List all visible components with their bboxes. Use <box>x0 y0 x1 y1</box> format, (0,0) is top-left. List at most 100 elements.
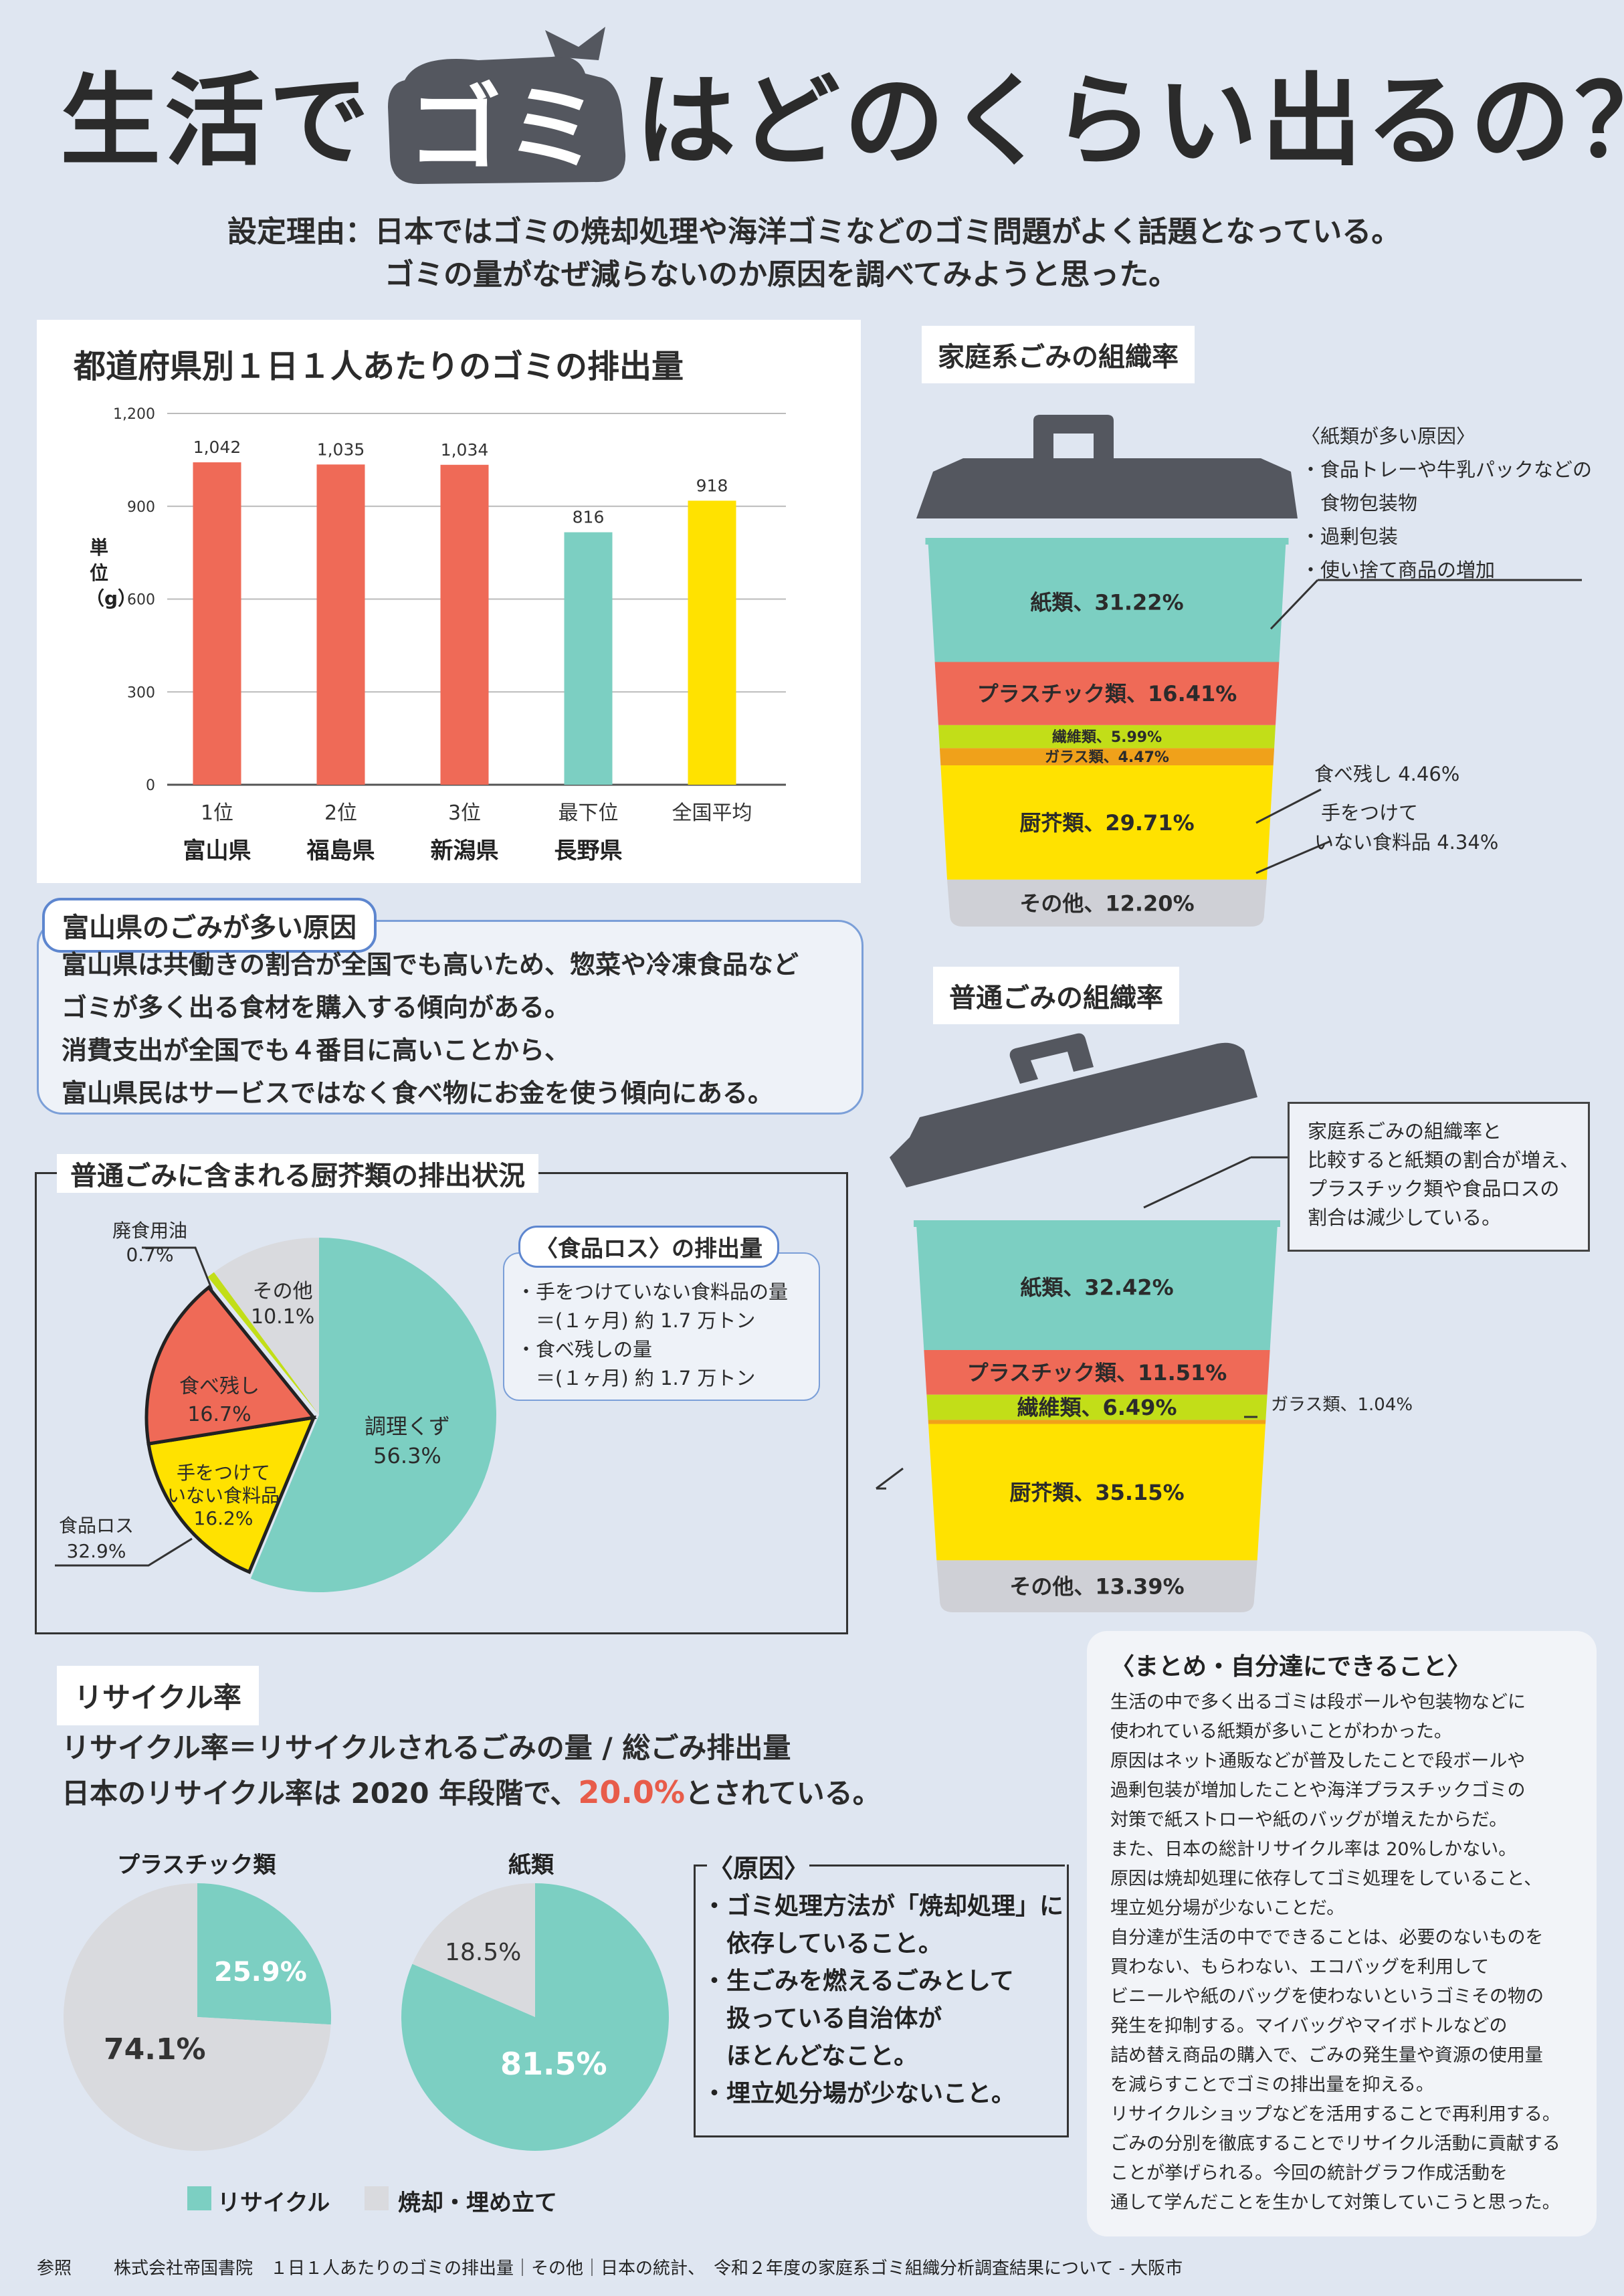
summary-line: 自分達が生活の中でできることは、必要のないものを <box>1110 1927 1544 1948</box>
household-lid-icon <box>916 458 1298 518</box>
household-untouched-line1: 手をつけて <box>1321 801 1419 824</box>
summary-line: 原因は焼却処理に依存してゴミ処理をしていること、 <box>1110 1869 1542 1889</box>
stack-segment-label: 厨芥類、29.71% <box>1019 810 1194 836</box>
ordinary-glass-label: ガラス類、1.04% <box>1271 1395 1413 1415</box>
household-leftover: 食べ残し 4.46% <box>1314 763 1460 785</box>
pie-label-other-name: その他 <box>252 1280 313 1303</box>
cause-line: 依存していること。 <box>702 1930 942 1957</box>
stack-segment <box>934 662 1280 725</box>
stack-segment-label: 紙類、32.42% <box>1020 1275 1173 1301</box>
summary-line: を減らすことでゴミの排出量を抑える。 <box>1110 2075 1434 2095</box>
ordinary-note-line: プラスチック類や食品ロスの <box>1308 1177 1560 1200</box>
toyama-line: 富山県は共働きの割合が全国でも高いため、惣菜や冷凍食品など <box>62 950 799 979</box>
toyama-text: 富山県は共働きの割合が全国でも高いため、惣菜や冷凍食品など ゴミが多く出る食材を… <box>62 943 799 1115</box>
pie-label-leftover: 食べ残し 16.7% <box>179 1373 260 1429</box>
summary-line: 生活の中で多く出るゴミは段ボールや包装物などに <box>1110 1692 1526 1713</box>
stack-segment <box>924 1350 1270 1395</box>
bar-y-unit-label: 単位（g） <box>86 537 137 609</box>
title-part1: 生活で <box>60 64 374 180</box>
pie-slice <box>250 1238 496 1592</box>
stack-segment-label: ガラス類、4.47% <box>1045 749 1169 766</box>
cause-line: ほとんどなこと。 <box>702 2042 918 2070</box>
cause-box <box>694 1864 1069 2137</box>
footer-label: 参照 <box>37 2259 72 2279</box>
summary-line: 通して学んだことを生かして対策していこうと思った。 <box>1110 2192 1560 2213</box>
paper-burn-value: 18.5% <box>445 1939 522 1966</box>
bar <box>193 462 241 785</box>
summary-line: 過剰包装が増加したことや海洋プラスチックゴミの <box>1110 1780 1526 1801</box>
toyama-line: 消費支出が全国でも４番目に高いことから、 <box>62 1036 571 1065</box>
pie-label-oil-name: 廃食用油 <box>112 1220 188 1242</box>
recycle-pies <box>63 1883 669 2151</box>
cause-list: ・ゴミ処理方法が「焼却処理」に 依存していること。 ・生ごみを燃えるごみとして … <box>702 1888 1063 2113</box>
can-rim <box>925 538 1289 545</box>
bar-value-label: 1,035 <box>317 440 365 459</box>
loss-line: ＝(１ヶ月) 約 1.7 万トン <box>516 1367 756 1390</box>
household-note-item: ・使い捨て商品の増加 <box>1301 559 1496 581</box>
loss-box-title: 〈食品ロス〉の排出量 <box>518 1226 779 1268</box>
household-can: 紙類、31.22% プラスチック類、16.41% 繊維類、5.99% ガラス類、4.4… <box>916 415 1582 927</box>
cause-line: 扱っている自治体が <box>702 2005 942 2032</box>
bar-y-unit: 単位（g） <box>86 535 137 611</box>
cause-line: ・生ごみを燃えるごみとして <box>702 1968 1014 1995</box>
stack-segment <box>938 725 1276 749</box>
pie-label-leftover-value: 16.7% <box>187 1403 251 1426</box>
reason: 設定理由：日本ではゴミの焼却処理や海洋ゴミなどのゴミ問題がよく話題となっている。… <box>227 211 1401 296</box>
summary-title: 〈まとめ・自分達にできること〉 <box>1110 1653 1471 1681</box>
recycle-formula: リサイクル率＝リサイクルされるごみの量 / 総ごみ排出量 <box>62 1731 791 1764</box>
cause-line: ・埋立処分場が少ないこと。 <box>702 2080 1016 2107</box>
stack-segment <box>928 1424 1265 1561</box>
pie-label-other-value: 10.1% <box>251 1305 315 1329</box>
household-note: 〈紙類が多い原因〉 ・食品トレーや牛乳パックなどの 食物包装物 ・過剰包装 ・使… <box>1301 419 1592 587</box>
toyama-title: 富山県のごみが多い原因 <box>42 898 377 953</box>
stack-segment-label: 繊維類、6.49% <box>1017 1395 1177 1420</box>
summary-line: 詰め替え商品の購入で、ごみの発生量や資源の使用量 <box>1110 2045 1543 2066</box>
recycle-japan-value: 20.0% <box>578 1774 685 1810</box>
household-untouched-line2: いない食料品 4.34% <box>1314 831 1499 854</box>
bar-y-tick: 900 <box>127 499 155 516</box>
pie-label-foodloss: 食品ロス 32.9% <box>59 1513 134 1564</box>
bar-rank-label: 全国平均 <box>672 801 752 825</box>
stack-segment-label: 紙類、31.22% <box>1030 589 1183 615</box>
pie-label-untouched: 手をつけて いない食料品 16.2% <box>167 1462 280 1530</box>
household-note-item: ・過剰包装 <box>1301 525 1399 548</box>
pie-label-untouched-line2: いない食料品 <box>167 1485 280 1507</box>
household-note-title: 〈紙類が多い原因〉 <box>1301 425 1476 448</box>
stack-segment-label: その他、13.39% <box>1009 1574 1184 1600</box>
cause-box-top-right <box>809 1864 1065 1867</box>
household-untouched: 手をつけて いない食料品 4.34% <box>1314 798 1498 857</box>
loss-line: ・手をつけていない食料品の量 <box>516 1280 789 1303</box>
title-part2: はどのくらい出るの？ <box>635 64 1624 180</box>
pie-label-scraps: 調理くず 56.3% <box>365 1412 450 1470</box>
bar-value-label: 1,042 <box>193 438 241 457</box>
bar-category-label: 福島県 <box>306 838 375 864</box>
bar-rank-label: 1位 <box>201 801 233 825</box>
pie-slice <box>63 1883 331 2151</box>
pie-label-oil: 廃食用油 0.7% <box>112 1219 187 1267</box>
bar-rank-label: 最下位 <box>559 801 619 825</box>
bar-y-tick: 1,200 <box>113 406 155 423</box>
recycle-text: リサイクル率＝リサイクルされるごみの量 / 総ごみ排出量 日本のリサイクル率は … <box>62 1726 881 1816</box>
summary-text: 生活の中で多く出るゴミは段ボールや包装物などに 使われている紙類が多いことがわか… <box>1110 1688 1560 2218</box>
recycle-japan-suffix: とされている。 <box>684 1777 881 1810</box>
loss-box-text: ・手をつけていない食料品の量 ＝(１ヶ月) 約 1.7 万トン ・食べ残しの量 … <box>516 1278 788 1393</box>
footer-text: 株式会社帝国書院 １日１人あたりのゴミの排出量｜その他｜日本の統計、 令和２年度… <box>114 2259 1183 2279</box>
pie-label-scraps-name: 調理くず <box>365 1414 451 1439</box>
plastic-burn-value: 74.1% <box>104 2032 206 2067</box>
bar-chart-title: 都道府県別１日１人あたりのゴミの排出量 <box>74 348 684 385</box>
pie-slice <box>213 1238 319 1415</box>
stack-segment <box>947 879 1267 927</box>
pie-label-foodloss-value: 32.9% <box>66 1540 126 1562</box>
ordinary-note-text: 家庭系ごみの組織率と 比較すると紙類の割合が増え、 プラスチック類や食品ロスの … <box>1308 1117 1579 1232</box>
stack-segment <box>916 1224 1278 1351</box>
bar-rank-label: 3位 <box>448 801 481 825</box>
recycle-title: リサイクル率 <box>57 1666 259 1725</box>
summary-line: ビニールや紙のバッグを使わないというゴミその物の <box>1110 1986 1544 2007</box>
bar-rank-label: 2位 <box>324 801 357 825</box>
ordinary-lid-handle-icon <box>1009 1033 1094 1084</box>
reason-line2: ゴミの量がなぜ減らないのか原因を調べてみようと思った。 <box>385 258 1179 292</box>
pie-label-other: その他 10.1% <box>251 1279 314 1330</box>
reason-line1: 設定理由：日本ではゴミの焼却処理や海洋ゴミなどのゴミ問題がよく話題となっている。 <box>227 215 1401 249</box>
pie-label-foodloss-name: 食品ロス <box>59 1515 134 1537</box>
page-title: 生活で はどのくらい出るの？ <box>60 40 1624 180</box>
